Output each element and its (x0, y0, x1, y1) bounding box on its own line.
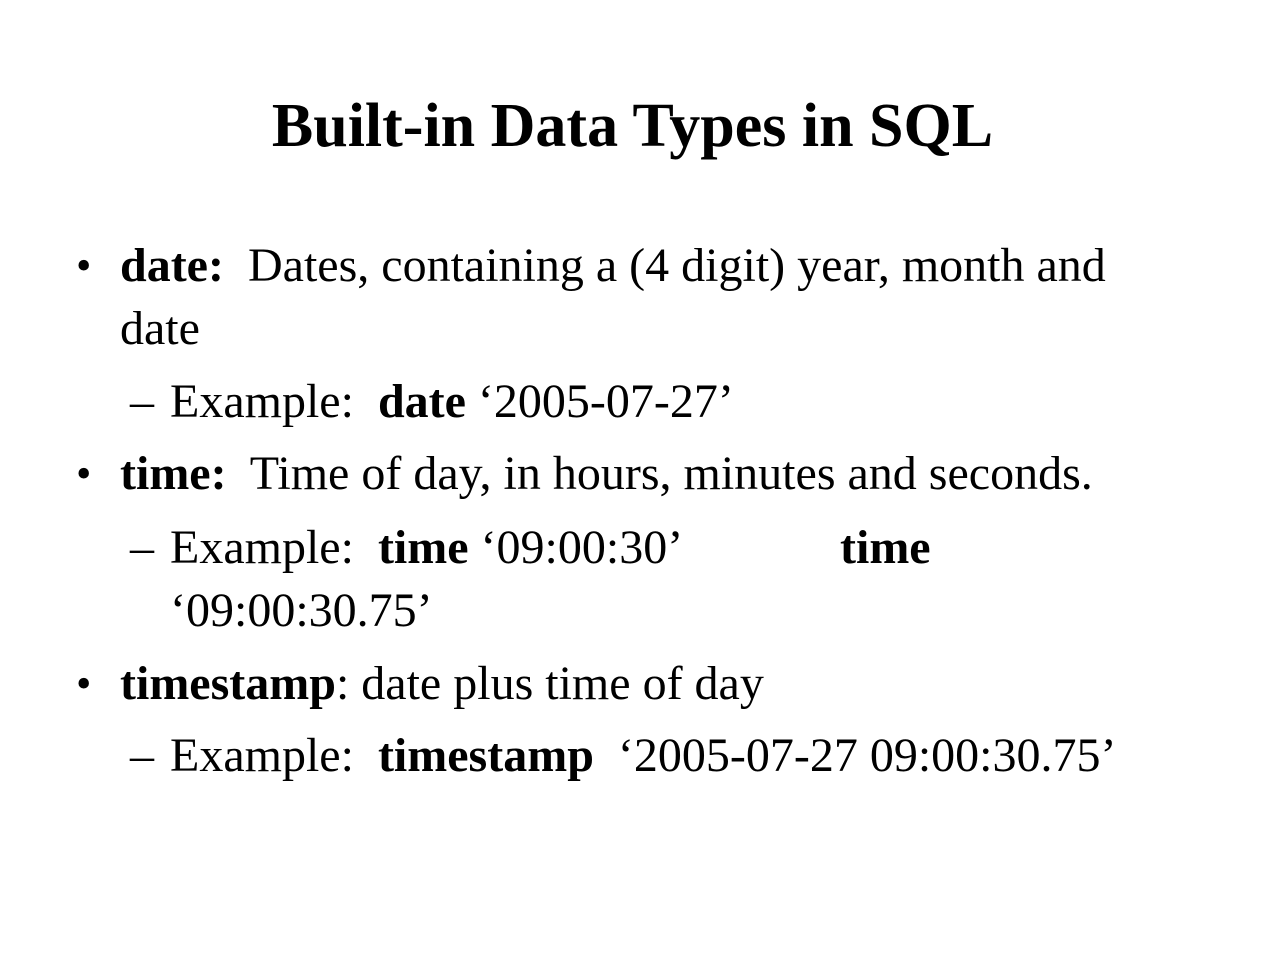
example-value: ‘09:00:30’ (468, 521, 684, 574)
example-timestamp: Example: timestamp ‘2005-07-27 09:00:30.… (170, 726, 1117, 786)
dash-icon: – (130, 521, 154, 574)
term: time: (120, 447, 227, 500)
description: Dates, containing a (4 digit) year, mont… (223, 239, 1106, 292)
bullet-date: date: Dates, containing a (4 digit) year… (120, 236, 1106, 296)
description: Time of day, in hours, minutes and secon… (226, 447, 1093, 500)
example-keyword: time (377, 521, 469, 574)
description: : date plus time of day (335, 657, 764, 710)
bullet-timestamp: timestamp: date plus time of day (120, 654, 764, 714)
example-time-value2: ‘09:00:30.75’ (170, 584, 433, 637)
term: timestamp (120, 657, 336, 710)
dash-icon: – (130, 729, 154, 782)
example-time-keyword2: time (840, 518, 931, 578)
example-value: ‘2005-07-27’ (465, 375, 734, 428)
example-label: Example: (170, 521, 378, 574)
example-value: ‘2005-07-27 09:00:30.75’ (593, 729, 1117, 782)
example-time: Example: time ‘09:00:30’ (170, 518, 683, 578)
bullet-icon: • (76, 449, 92, 498)
bullet-date-continued: date (120, 302, 200, 355)
slide-title: Built-in Data Types in SQL (271, 92, 994, 160)
dash-icon: – (130, 375, 154, 428)
bullet-icon: • (76, 241, 92, 290)
bullet-time: time: Time of day, in hours, minutes and… (120, 444, 1093, 504)
example-date: Example: date ‘2005-07-27’ (170, 372, 734, 432)
term: date: (120, 239, 224, 292)
example-label: Example: (170, 375, 378, 428)
example-label: Example: (170, 729, 378, 782)
example-keyword: time (840, 521, 931, 574)
example-keyword: timestamp (377, 729, 594, 782)
bullet-icon: • (76, 659, 92, 708)
example-keyword: date (377, 375, 466, 428)
